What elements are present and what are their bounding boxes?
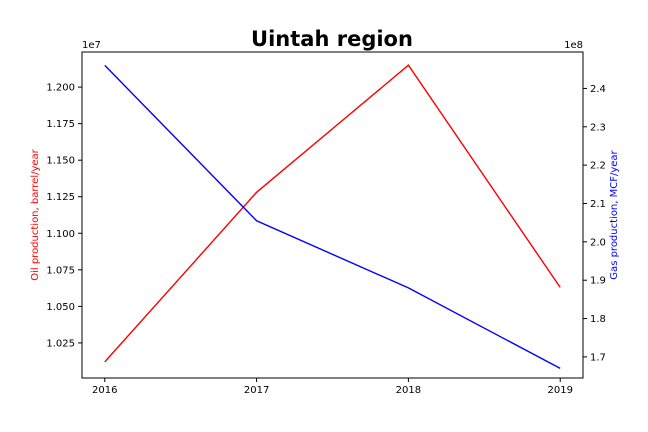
right-tick-label: 2.3 <box>590 122 606 133</box>
left-tick-label: 1.200 <box>46 83 75 94</box>
right-tick-label: 1.7 <box>590 352 606 363</box>
right-axis-offset-label: 1e8 <box>564 40 583 51</box>
left-tick-label: 1.075 <box>46 265 75 276</box>
right-tick-label: 2.2 <box>590 161 606 172</box>
left-y-axis: 1.025 1.050 1.075 1.100 1.125 1.150 1.175 1.200 <box>46 83 82 349</box>
x-tick-label: 2017 <box>244 385 269 396</box>
chart-title: Uintah region <box>251 27 413 51</box>
left-tick-label: 1.125 <box>46 192 75 203</box>
right-tick-label: 2.0 <box>590 237 606 248</box>
right-axis-label: Gas production, MCF/year <box>609 149 620 279</box>
right-y-axis: 1.7 1.8 1.9 2.0 2.1 2.2 2.3 2.4 <box>583 84 606 363</box>
gas-series-line <box>104 64 561 370</box>
x-tick-label: 2016 <box>92 385 117 396</box>
x-tick-label: 2019 <box>548 385 573 396</box>
series-layer <box>104 64 561 370</box>
x-tick-label: 2018 <box>396 385 421 396</box>
left-tick-label: 1.100 <box>46 229 75 240</box>
left-axis-offset-label: 1e7 <box>82 40 101 51</box>
oil-series-line <box>104 64 561 363</box>
left-tick-label: 1.050 <box>46 302 75 313</box>
plot-frame <box>81 51 584 379</box>
left-tick-label: 1.150 <box>46 156 75 167</box>
left-axis-label: Oil production, barrel/year <box>30 148 41 280</box>
right-tick-label: 2.4 <box>590 84 606 95</box>
x-axis: 2016 2017 2018 2019 <box>92 378 573 396</box>
left-tick-label: 1.175 <box>46 119 75 130</box>
right-tick-label: 1.9 <box>590 276 606 287</box>
left-tick-label: 1.025 <box>46 338 75 349</box>
right-tick-label: 1.8 <box>590 314 606 325</box>
right-tick-label: 2.1 <box>590 199 606 210</box>
